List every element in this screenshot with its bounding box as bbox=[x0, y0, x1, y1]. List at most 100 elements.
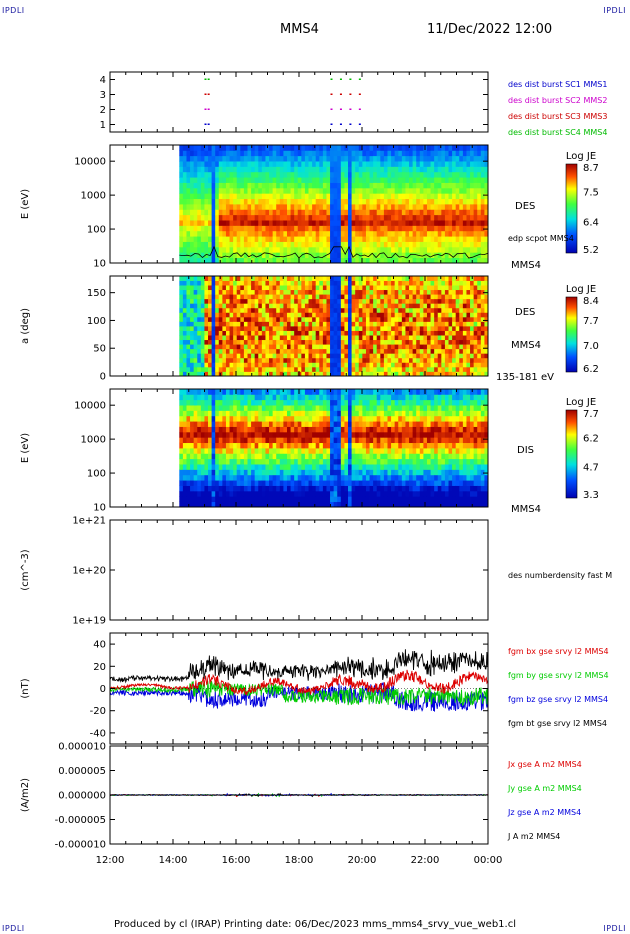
des-pitch-cell bbox=[365, 366, 370, 372]
dis-energy-cell bbox=[333, 490, 338, 497]
des-energy-cell bbox=[290, 257, 295, 264]
des-pitch-cell bbox=[254, 276, 259, 281]
des-pitch-cell bbox=[225, 312, 230, 318]
des-energy-cell bbox=[294, 182, 299, 189]
des-pitch-cell bbox=[423, 330, 428, 336]
des-pitch-cell bbox=[480, 366, 485, 372]
des-energy-cell bbox=[344, 182, 349, 189]
dis-energy-cell bbox=[208, 437, 213, 444]
des-pitch-cell bbox=[355, 326, 360, 331]
dis-energy-cell bbox=[229, 389, 234, 395]
des-pitch-cell bbox=[283, 366, 288, 372]
des-energy-cell bbox=[351, 241, 356, 248]
dis-energy-cell bbox=[312, 453, 317, 460]
des-pitch-cell bbox=[333, 335, 338, 341]
des-energy-cell bbox=[405, 246, 410, 253]
des-energy-cell bbox=[430, 230, 435, 237]
des-energy-cell bbox=[473, 193, 478, 200]
des-pitch-cell bbox=[434, 366, 439, 372]
des-energy-cell bbox=[387, 145, 392, 151]
dis-energy-cell bbox=[243, 474, 248, 481]
des-energy-cell bbox=[351, 209, 356, 216]
des-energy-cell bbox=[215, 257, 220, 264]
dis-energy-cell bbox=[348, 410, 352, 417]
dis-energy-cell bbox=[251, 501, 256, 508]
dis-energy-cell bbox=[211, 485, 216, 492]
des-pitch-cell bbox=[401, 371, 406, 377]
dis-energy-cell bbox=[358, 496, 363, 503]
des-energy-cell bbox=[387, 214, 392, 221]
dis-energy-cell bbox=[179, 431, 184, 438]
dis-energy-cell bbox=[251, 405, 256, 411]
dis-energy-cell bbox=[340, 442, 345, 449]
des-pitch-cell bbox=[240, 362, 245, 368]
des-pitch-cell bbox=[218, 285, 223, 291]
des-energy-cell bbox=[376, 161, 381, 167]
dis-energy-cell bbox=[225, 480, 230, 486]
des-energy-cell bbox=[304, 252, 309, 259]
des-energy-cell bbox=[401, 204, 406, 210]
des-pitch-cell bbox=[340, 330, 345, 336]
dis-energy-cell bbox=[265, 442, 270, 449]
des-energy-cell bbox=[290, 225, 295, 232]
des-pitch-cell bbox=[297, 366, 302, 372]
dis-energy-cell bbox=[225, 426, 230, 433]
des-energy-cell bbox=[258, 209, 263, 216]
des-energy-cell bbox=[261, 171, 266, 178]
des-energy-cell bbox=[233, 230, 238, 237]
des-pitch-cell bbox=[265, 335, 270, 341]
des-energy-cell bbox=[369, 252, 374, 259]
des-pitch-cell bbox=[236, 289, 241, 295]
des-energy-cell bbox=[409, 155, 414, 162]
des-pitch-cell bbox=[462, 312, 467, 318]
dis-energy-cell bbox=[294, 469, 299, 476]
des-pitch-cell bbox=[179, 276, 184, 281]
des-energy-cell bbox=[258, 161, 263, 167]
des-pitch-cell bbox=[286, 366, 291, 372]
des-energy-cell bbox=[247, 161, 252, 167]
des-pitch-cell bbox=[193, 285, 198, 291]
des-energy-cell bbox=[240, 241, 245, 248]
des-energy-cell bbox=[373, 193, 378, 200]
dis-energy-cell bbox=[200, 426, 205, 433]
des-pitch-cell bbox=[387, 326, 392, 331]
des-pitch-cell bbox=[251, 298, 256, 304]
des-pitch-cell bbox=[294, 294, 299, 300]
des-pitch-cell bbox=[269, 312, 274, 318]
dis-energy-cell bbox=[258, 474, 263, 481]
des-pitch-cell bbox=[401, 276, 406, 281]
dis-energy-cell bbox=[261, 464, 266, 470]
des-pitch-cell bbox=[383, 312, 388, 318]
des-pitch-cell bbox=[222, 294, 227, 300]
des-pitch-cell bbox=[369, 312, 374, 318]
des-pitch-cell bbox=[473, 344, 478, 350]
dis-energy-cell bbox=[240, 421, 245, 427]
des-energy-cell bbox=[211, 150, 216, 157]
des-pitch-cell bbox=[462, 298, 467, 304]
des-energy-cell bbox=[215, 177, 220, 183]
des-pitch-cell bbox=[452, 303, 457, 309]
des-pitch-cell bbox=[391, 294, 396, 300]
des-pitch-cell bbox=[276, 344, 281, 350]
des-pitch-cell bbox=[179, 312, 184, 318]
des-energy-cell bbox=[337, 145, 342, 151]
des-energy-cell bbox=[297, 171, 302, 178]
dis-energy-cell bbox=[243, 415, 248, 422]
des-energy-cell bbox=[308, 214, 313, 221]
des-pitch-cell bbox=[301, 276, 306, 281]
dis-energy-cell bbox=[261, 394, 266, 401]
des-energy-cell bbox=[376, 193, 381, 200]
dis-energy-cell bbox=[254, 394, 259, 401]
dis-energy-cell bbox=[319, 453, 324, 460]
des-pitch-cell bbox=[484, 289, 489, 295]
des-energy-cell bbox=[444, 155, 449, 162]
des-energy-cell bbox=[430, 220, 435, 226]
des-pitch-cell bbox=[437, 307, 442, 313]
dis-energy-cell bbox=[290, 480, 295, 486]
dis-energy-cell bbox=[182, 448, 187, 454]
des-energy-cell bbox=[222, 166, 227, 173]
des-energy-cell bbox=[423, 198, 428, 205]
des-pitch-cell bbox=[480, 371, 485, 377]
des-energy-cell bbox=[283, 182, 288, 189]
des-energy-cell bbox=[455, 230, 460, 237]
